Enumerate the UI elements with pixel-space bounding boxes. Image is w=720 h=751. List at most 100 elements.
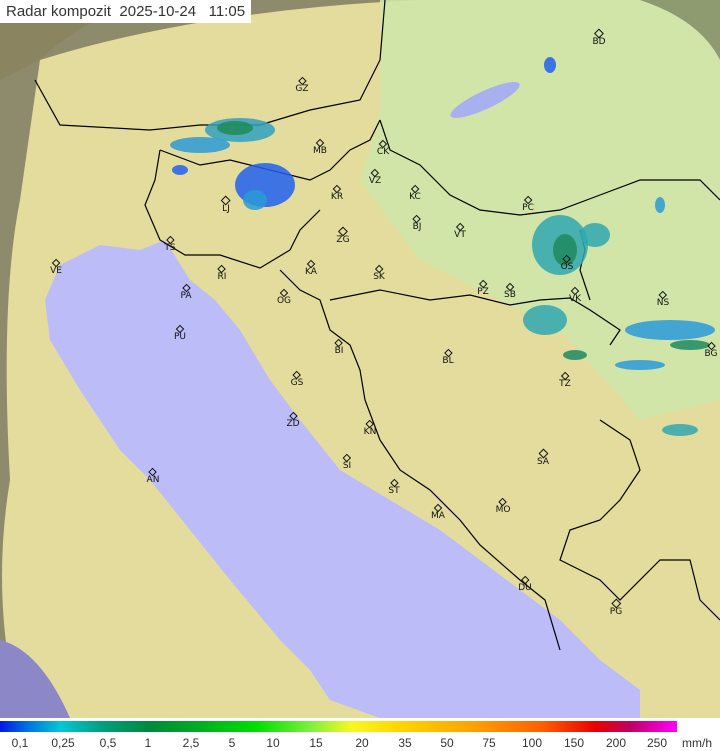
city-bd: BD bbox=[592, 28, 606, 47]
map-title: Radar kompozit 2025-10-24 11:05 bbox=[0, 0, 252, 23]
legend-tick: 2,5 bbox=[182, 736, 200, 750]
city-label: VZ bbox=[368, 176, 382, 186]
legend-tick: 1 bbox=[144, 736, 152, 750]
city-ri: RI bbox=[217, 264, 227, 282]
radar-echo bbox=[553, 234, 577, 266]
borders bbox=[34, 0, 720, 651]
legend-tick: 50 bbox=[440, 736, 454, 750]
city-label: VE bbox=[50, 266, 62, 276]
legend-tick: 100 bbox=[521, 736, 543, 750]
city-label: DU bbox=[518, 583, 532, 593]
map-canvas bbox=[0, 0, 720, 718]
city-label: PC bbox=[522, 203, 534, 213]
legend-tick: 10 bbox=[266, 736, 280, 750]
city-label: ZG bbox=[336, 235, 350, 245]
city-pa: PA bbox=[180, 283, 192, 301]
legend-tick: 0,25 bbox=[51, 736, 75, 750]
city-label: VT bbox=[454, 230, 466, 240]
city-vk: VK bbox=[569, 286, 581, 304]
city-ma: MA bbox=[431, 503, 445, 521]
city-zg: ZG bbox=[336, 226, 350, 245]
legend-tick: 75 bbox=[482, 736, 496, 750]
city-label: MO bbox=[495, 505, 511, 515]
city-label: KN bbox=[363, 427, 377, 437]
city-label: SA bbox=[536, 457, 550, 467]
city-pg: PG bbox=[609, 598, 623, 617]
precipitation-legend: 0,1 0,25 0,5 1 2,5 5 10 15 20 35 50 75 100 150 200 250 … bbox=[0, 718, 720, 751]
adriatic-sea bbox=[45, 240, 640, 718]
radar-echo bbox=[625, 320, 715, 340]
city-si: SI bbox=[342, 453, 352, 471]
city-ve: VE bbox=[50, 258, 62, 276]
pannonian-plain bbox=[360, 0, 720, 420]
legend-tick: 35 bbox=[398, 736, 412, 750]
city-label: OG bbox=[276, 296, 292, 306]
radar-echo bbox=[172, 165, 188, 175]
outside-coverage-ne bbox=[640, 0, 720, 60]
city-kc: KC bbox=[409, 184, 421, 202]
legend-tick: 0,5 bbox=[99, 736, 117, 750]
city-mo: MO bbox=[495, 497, 511, 515]
city-label: SB bbox=[504, 290, 516, 300]
city-label: RI bbox=[217, 272, 227, 282]
city-label: ST bbox=[388, 486, 400, 496]
city-zd: ZD bbox=[286, 411, 300, 429]
city-label: BG bbox=[704, 349, 718, 359]
city-label: GZ bbox=[295, 84, 309, 94]
radar-echo bbox=[170, 137, 230, 153]
city-label: PU bbox=[173, 332, 187, 342]
city-vt: VT bbox=[454, 222, 466, 240]
city-label: BD bbox=[592, 37, 606, 47]
city-pz: PZ bbox=[477, 279, 489, 297]
city-bl: BL bbox=[442, 348, 454, 366]
legend-tick: 5 bbox=[228, 736, 236, 750]
city-ns: NS bbox=[657, 290, 669, 308]
city-label: OS bbox=[560, 262, 574, 272]
city-label: LJ bbox=[222, 204, 230, 214]
radar-echo bbox=[662, 424, 698, 436]
legend-color-bar bbox=[0, 721, 677, 732]
city-vz: VZ bbox=[368, 168, 382, 186]
radar-echo bbox=[615, 360, 665, 370]
radar-echo bbox=[670, 340, 710, 350]
city-label: SI bbox=[342, 461, 352, 471]
legend-tick: 150 bbox=[563, 736, 585, 750]
city-pu: PU bbox=[173, 324, 187, 342]
city-ck: CK bbox=[376, 139, 390, 157]
city-st: ST bbox=[388, 478, 400, 496]
city-label: TS bbox=[164, 243, 176, 253]
city-label: TZ bbox=[559, 379, 571, 389]
city-label: CK bbox=[376, 147, 390, 157]
legend-tick: 20 bbox=[355, 736, 369, 750]
city-label: KR bbox=[330, 192, 344, 202]
legend-tick: 200 bbox=[605, 736, 627, 750]
lake-balaton bbox=[450, 81, 520, 119]
city-gs: GS bbox=[290, 370, 304, 388]
city-label: BI bbox=[334, 346, 344, 356]
city-sk: SK bbox=[373, 264, 385, 282]
city-label: ZD bbox=[286, 419, 300, 429]
city-lj: LJ bbox=[221, 195, 231, 214]
city-sb: SB bbox=[504, 282, 516, 300]
city-bi: BI bbox=[334, 338, 344, 356]
radar-echo bbox=[544, 57, 556, 73]
city-ka: KA bbox=[305, 259, 317, 277]
city-sa: SA bbox=[536, 448, 550, 467]
city-label: GS bbox=[290, 378, 304, 388]
city-label: BJ bbox=[412, 222, 422, 232]
city-label: PG bbox=[609, 607, 623, 617]
legend-tick: 15 bbox=[309, 736, 323, 750]
radar-echo bbox=[580, 223, 610, 247]
radar-echo bbox=[523, 305, 567, 335]
radar-echo bbox=[243, 190, 267, 210]
legend-unit: mm/h bbox=[682, 736, 712, 750]
city-label: MA bbox=[431, 511, 445, 521]
radar-echoes bbox=[170, 57, 715, 436]
tyrrhenian-sea bbox=[0, 640, 70, 718]
city-mb: MB bbox=[313, 138, 327, 156]
city-tz: TZ bbox=[559, 371, 571, 389]
city-label: PA bbox=[180, 291, 192, 301]
city-gz: GZ bbox=[295, 76, 309, 94]
city-label: AN bbox=[146, 475, 160, 485]
